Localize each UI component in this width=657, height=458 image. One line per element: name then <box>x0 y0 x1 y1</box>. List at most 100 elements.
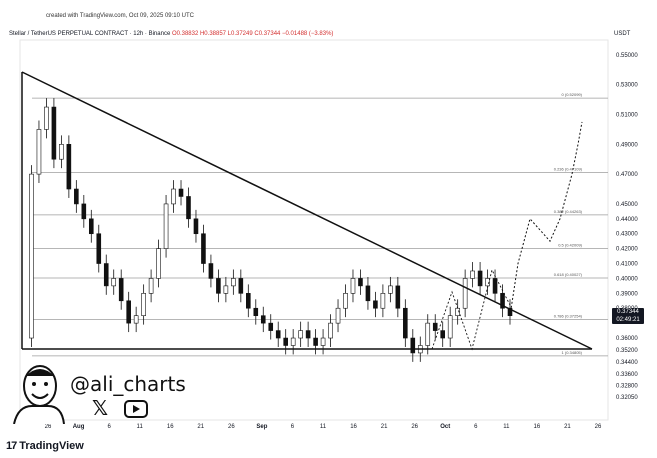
candle-body <box>111 278 117 287</box>
brand-name: TradingView <box>19 440 84 452</box>
candle-body <box>403 307 408 339</box>
candle-body <box>186 196 191 220</box>
x-tick-label: 11 <box>320 424 327 430</box>
candle-body <box>432 322 438 331</box>
candle-body <box>133 315 139 324</box>
candle-body <box>156 248 161 279</box>
currency-unit: USDT <box>614 31 631 37</box>
x-tick-label: 16 <box>534 424 541 430</box>
x-tick-label: 11 <box>137 424 144 430</box>
y-tick-label: 0.47000 <box>616 172 638 178</box>
ohlc-values: O0.38832 H0.38857 L0.37249 C0.37344 −0.0… <box>171 31 334 37</box>
candle-body <box>425 322 431 346</box>
candle-body <box>81 203 87 220</box>
x-tick-label: 6 <box>474 424 478 430</box>
x-tick-label: 26 <box>411 424 418 430</box>
candle-body <box>51 106 57 160</box>
candle-body <box>178 188 184 197</box>
candle-body <box>66 144 72 190</box>
candle-body <box>253 307 259 316</box>
candle-body <box>74 188 79 205</box>
candle-body <box>201 233 206 264</box>
x-tick-label: 11 <box>503 424 510 430</box>
x-tick-label: 6 <box>291 424 295 430</box>
fib-level-label: 0.236 (0.47109) <box>554 166 583 171</box>
y-tick-label: 0.32800 <box>616 384 638 390</box>
candle-body <box>462 278 468 309</box>
candle-body <box>410 337 416 354</box>
y-tick-label: 0.42000 <box>616 247 638 253</box>
author-handle: @ali_charts <box>70 372 186 396</box>
x-tick-label: 26 <box>45 424 52 430</box>
x-tick-label: Aug <box>73 424 85 430</box>
y-tick-label: 0.45000 <box>616 202 638 208</box>
candle-body <box>148 278 154 294</box>
y-tick-label: 0.35200 <box>616 348 638 354</box>
candle-body <box>163 203 169 249</box>
candle-body <box>290 337 296 346</box>
candle-body <box>335 307 341 324</box>
x-tick-label: Sep <box>256 424 267 430</box>
fib-level-label: 1 (0.34805) <box>562 350 583 355</box>
candle-body <box>283 337 288 346</box>
candle-body <box>343 293 348 309</box>
x-tick-label: 21 <box>381 424 388 430</box>
avatar <box>13 365 65 424</box>
social-links: 𝕏 <box>92 398 149 420</box>
candle-body <box>44 106 49 130</box>
candle-body <box>492 278 498 294</box>
candle-body <box>298 330 303 339</box>
candle-body <box>373 300 378 309</box>
candle-body <box>29 173 34 339</box>
fib-level-label: 0 (0.52099) <box>562 92 583 97</box>
current-price: 0.37344 <box>617 309 639 315</box>
candle-body <box>238 278 244 294</box>
y-tick-label: 0.44000 <box>616 217 638 223</box>
candle-body <box>395 285 401 309</box>
fib-level-label: 0.382 (0.44263) <box>554 209 583 214</box>
candle-body <box>193 218 199 235</box>
candle-body <box>223 285 229 294</box>
y-tick-label: 0.53000 <box>616 83 638 89</box>
candle-body <box>320 337 326 346</box>
tradingview-logo-icon: 17 <box>6 440 17 452</box>
candle-body <box>305 330 311 339</box>
candle-body <box>88 218 94 235</box>
tradingview-brand: 17 TradingView <box>6 440 84 452</box>
candle-body <box>260 315 266 324</box>
candle-body <box>126 300 131 324</box>
youtube-icon[interactable] <box>124 400 149 418</box>
projection-path <box>509 121 583 316</box>
candle-body <box>365 285 371 302</box>
y-tick-label: 0.51000 <box>616 113 638 119</box>
candle-body <box>350 278 356 294</box>
x-tick-label: 26 <box>595 424 602 430</box>
x-tick-label: 21 <box>564 424 571 430</box>
y-tick-label: 0.41000 <box>616 262 638 268</box>
candle-body <box>275 330 281 339</box>
candle-body <box>447 315 453 339</box>
symbol-header: Stellar / TetherUS PERPETUAL CONTRACT · … <box>9 31 333 37</box>
candle-body <box>388 285 393 294</box>
candle-body <box>231 278 236 287</box>
x-tick-label: 16 <box>167 424 174 430</box>
fib-level-label: 0.5 (0.42009) <box>558 242 582 247</box>
candle-body <box>96 233 102 264</box>
candle-body <box>380 293 386 309</box>
y-tick-label: 0.40000 <box>616 276 638 282</box>
candle-body <box>246 293 251 309</box>
candle-body <box>470 270 475 279</box>
y-tick-label: 0.49000 <box>616 142 638 148</box>
descending-trendline <box>21 71 593 350</box>
x-logo-icon[interactable]: 𝕏 <box>92 398 109 420</box>
candle-body <box>216 278 221 294</box>
fib-level-label: 0.786 (0.37254) <box>554 313 583 318</box>
y-tick-label: 0.32050 <box>616 395 638 401</box>
candle-body <box>313 337 318 346</box>
x-tick-label: Oct <box>440 424 450 430</box>
candle-body <box>328 322 333 339</box>
candle-body <box>268 322 274 331</box>
candle-body <box>500 293 505 309</box>
y-tick-label: 0.34400 <box>616 360 638 366</box>
